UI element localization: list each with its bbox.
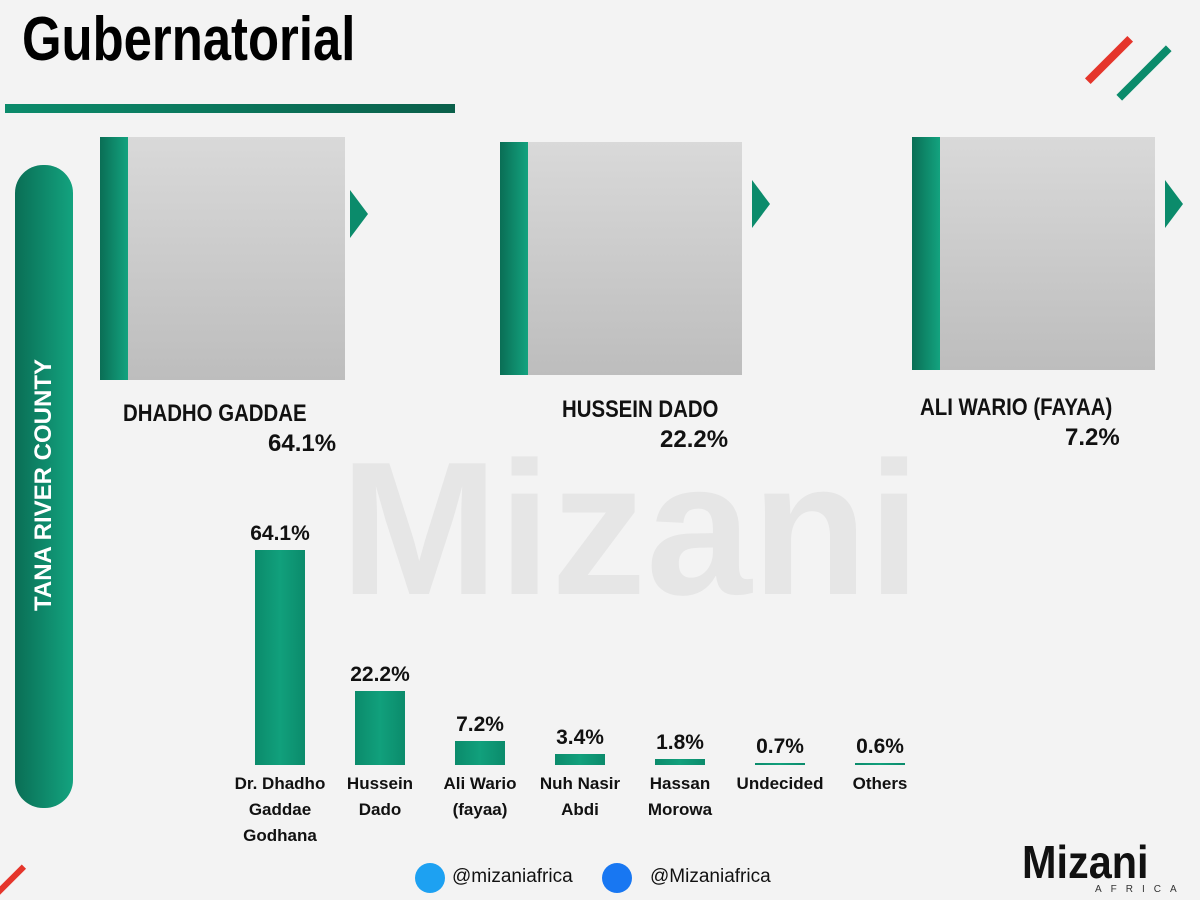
bar bbox=[555, 753, 605, 765]
value-label: 1.8% bbox=[656, 730, 704, 754]
logo-sub: AFRICA bbox=[1095, 884, 1186, 895]
bar bbox=[255, 550, 305, 765]
bar bbox=[855, 762, 905, 765]
x-tick-label: Hassan Morowa bbox=[647, 774, 713, 819]
x-tick-label: Others bbox=[852, 774, 908, 793]
bar bbox=[655, 758, 705, 765]
x-tick-label: Hussein Dado bbox=[346, 774, 414, 819]
bar bbox=[755, 762, 805, 765]
county-panel: TANA RIVER COUNTY bbox=[15, 165, 73, 808]
x-tick-label: Ali Wario (fayaa) bbox=[443, 774, 517, 819]
twitter-icon bbox=[415, 863, 445, 893]
watermark: Mizani bbox=[340, 423, 921, 635]
x-tick-label: Undecided bbox=[736, 774, 824, 793]
x-tick-label: Dr. Dhadho Gaddae Godhana bbox=[234, 774, 326, 845]
bar bbox=[355, 690, 405, 765]
candidate-share: 22.2% bbox=[660, 426, 729, 453]
candidate-photo bbox=[500, 142, 742, 375]
x-tick-label: Nuh Nasir Abdi bbox=[539, 774, 621, 819]
arrow bbox=[1165, 180, 1183, 228]
candidate-share: 7.2% bbox=[1065, 424, 1120, 451]
candidate-name: ALI WARIO (FAYAA) bbox=[920, 394, 1113, 421]
twitter-handle: @mizaniafrica bbox=[452, 866, 573, 887]
candidate-photo bbox=[912, 137, 1155, 370]
arrow bbox=[752, 180, 770, 228]
facebook-icon bbox=[602, 863, 632, 893]
page-title: Gubernatorial bbox=[22, 5, 356, 74]
value-label: 22.2% bbox=[350, 662, 410, 686]
value-label: 0.6% bbox=[856, 734, 904, 758]
candidate-name: HUSSEIN DADO bbox=[562, 396, 719, 423]
value-label: 7.2% bbox=[456, 712, 504, 736]
bar bbox=[455, 740, 505, 765]
value-label: 64.1% bbox=[250, 522, 310, 545]
facebook-handle: @Mizaniafrica bbox=[650, 866, 771, 887]
value-label: 3.4% bbox=[556, 725, 604, 749]
arrow bbox=[350, 190, 368, 238]
logo: Mizani bbox=[1022, 836, 1149, 888]
candidate-photo bbox=[100, 137, 345, 380]
candidate-share: 64.1% bbox=[268, 430, 337, 457]
value-label: 0.7% bbox=[756, 734, 804, 758]
candidate-name: DHADHO GADDAE bbox=[123, 400, 307, 427]
title-underline bbox=[5, 104, 455, 113]
